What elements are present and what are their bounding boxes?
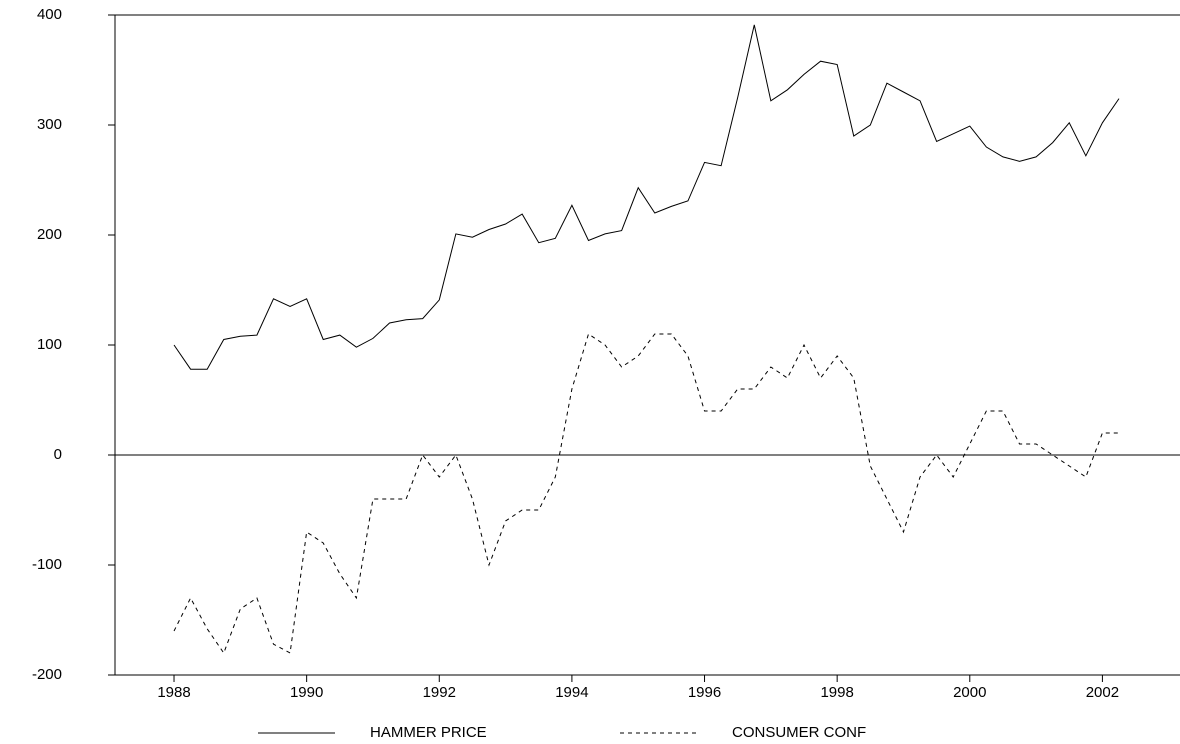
x-tick-label: 2002 xyxy=(1086,684,1119,701)
legend-label: CONSUMER CONF xyxy=(732,724,866,741)
legend-label: HAMMER PRICE xyxy=(370,724,487,741)
x-tick-label: 1988 xyxy=(157,684,190,701)
x-tick-label: 1994 xyxy=(555,684,588,701)
y-tick-label: 300 xyxy=(37,116,62,133)
y-tick-label: -200 xyxy=(32,666,62,683)
y-tick-label: -100 xyxy=(32,556,62,573)
x-tick-label: 2000 xyxy=(953,684,986,701)
y-tick-label: 0 xyxy=(54,446,62,463)
x-tick-label: 1996 xyxy=(688,684,721,701)
series-line xyxy=(173,24,1120,370)
y-tick-label: 400 xyxy=(37,6,62,23)
x-tick-label: 1992 xyxy=(423,684,456,701)
y-tick-label: 100 xyxy=(37,336,62,353)
x-tick-label: 1990 xyxy=(290,684,323,701)
y-tick-label: 200 xyxy=(37,226,62,243)
series-line xyxy=(173,333,1119,655)
x-tick-label: 1998 xyxy=(820,684,853,701)
